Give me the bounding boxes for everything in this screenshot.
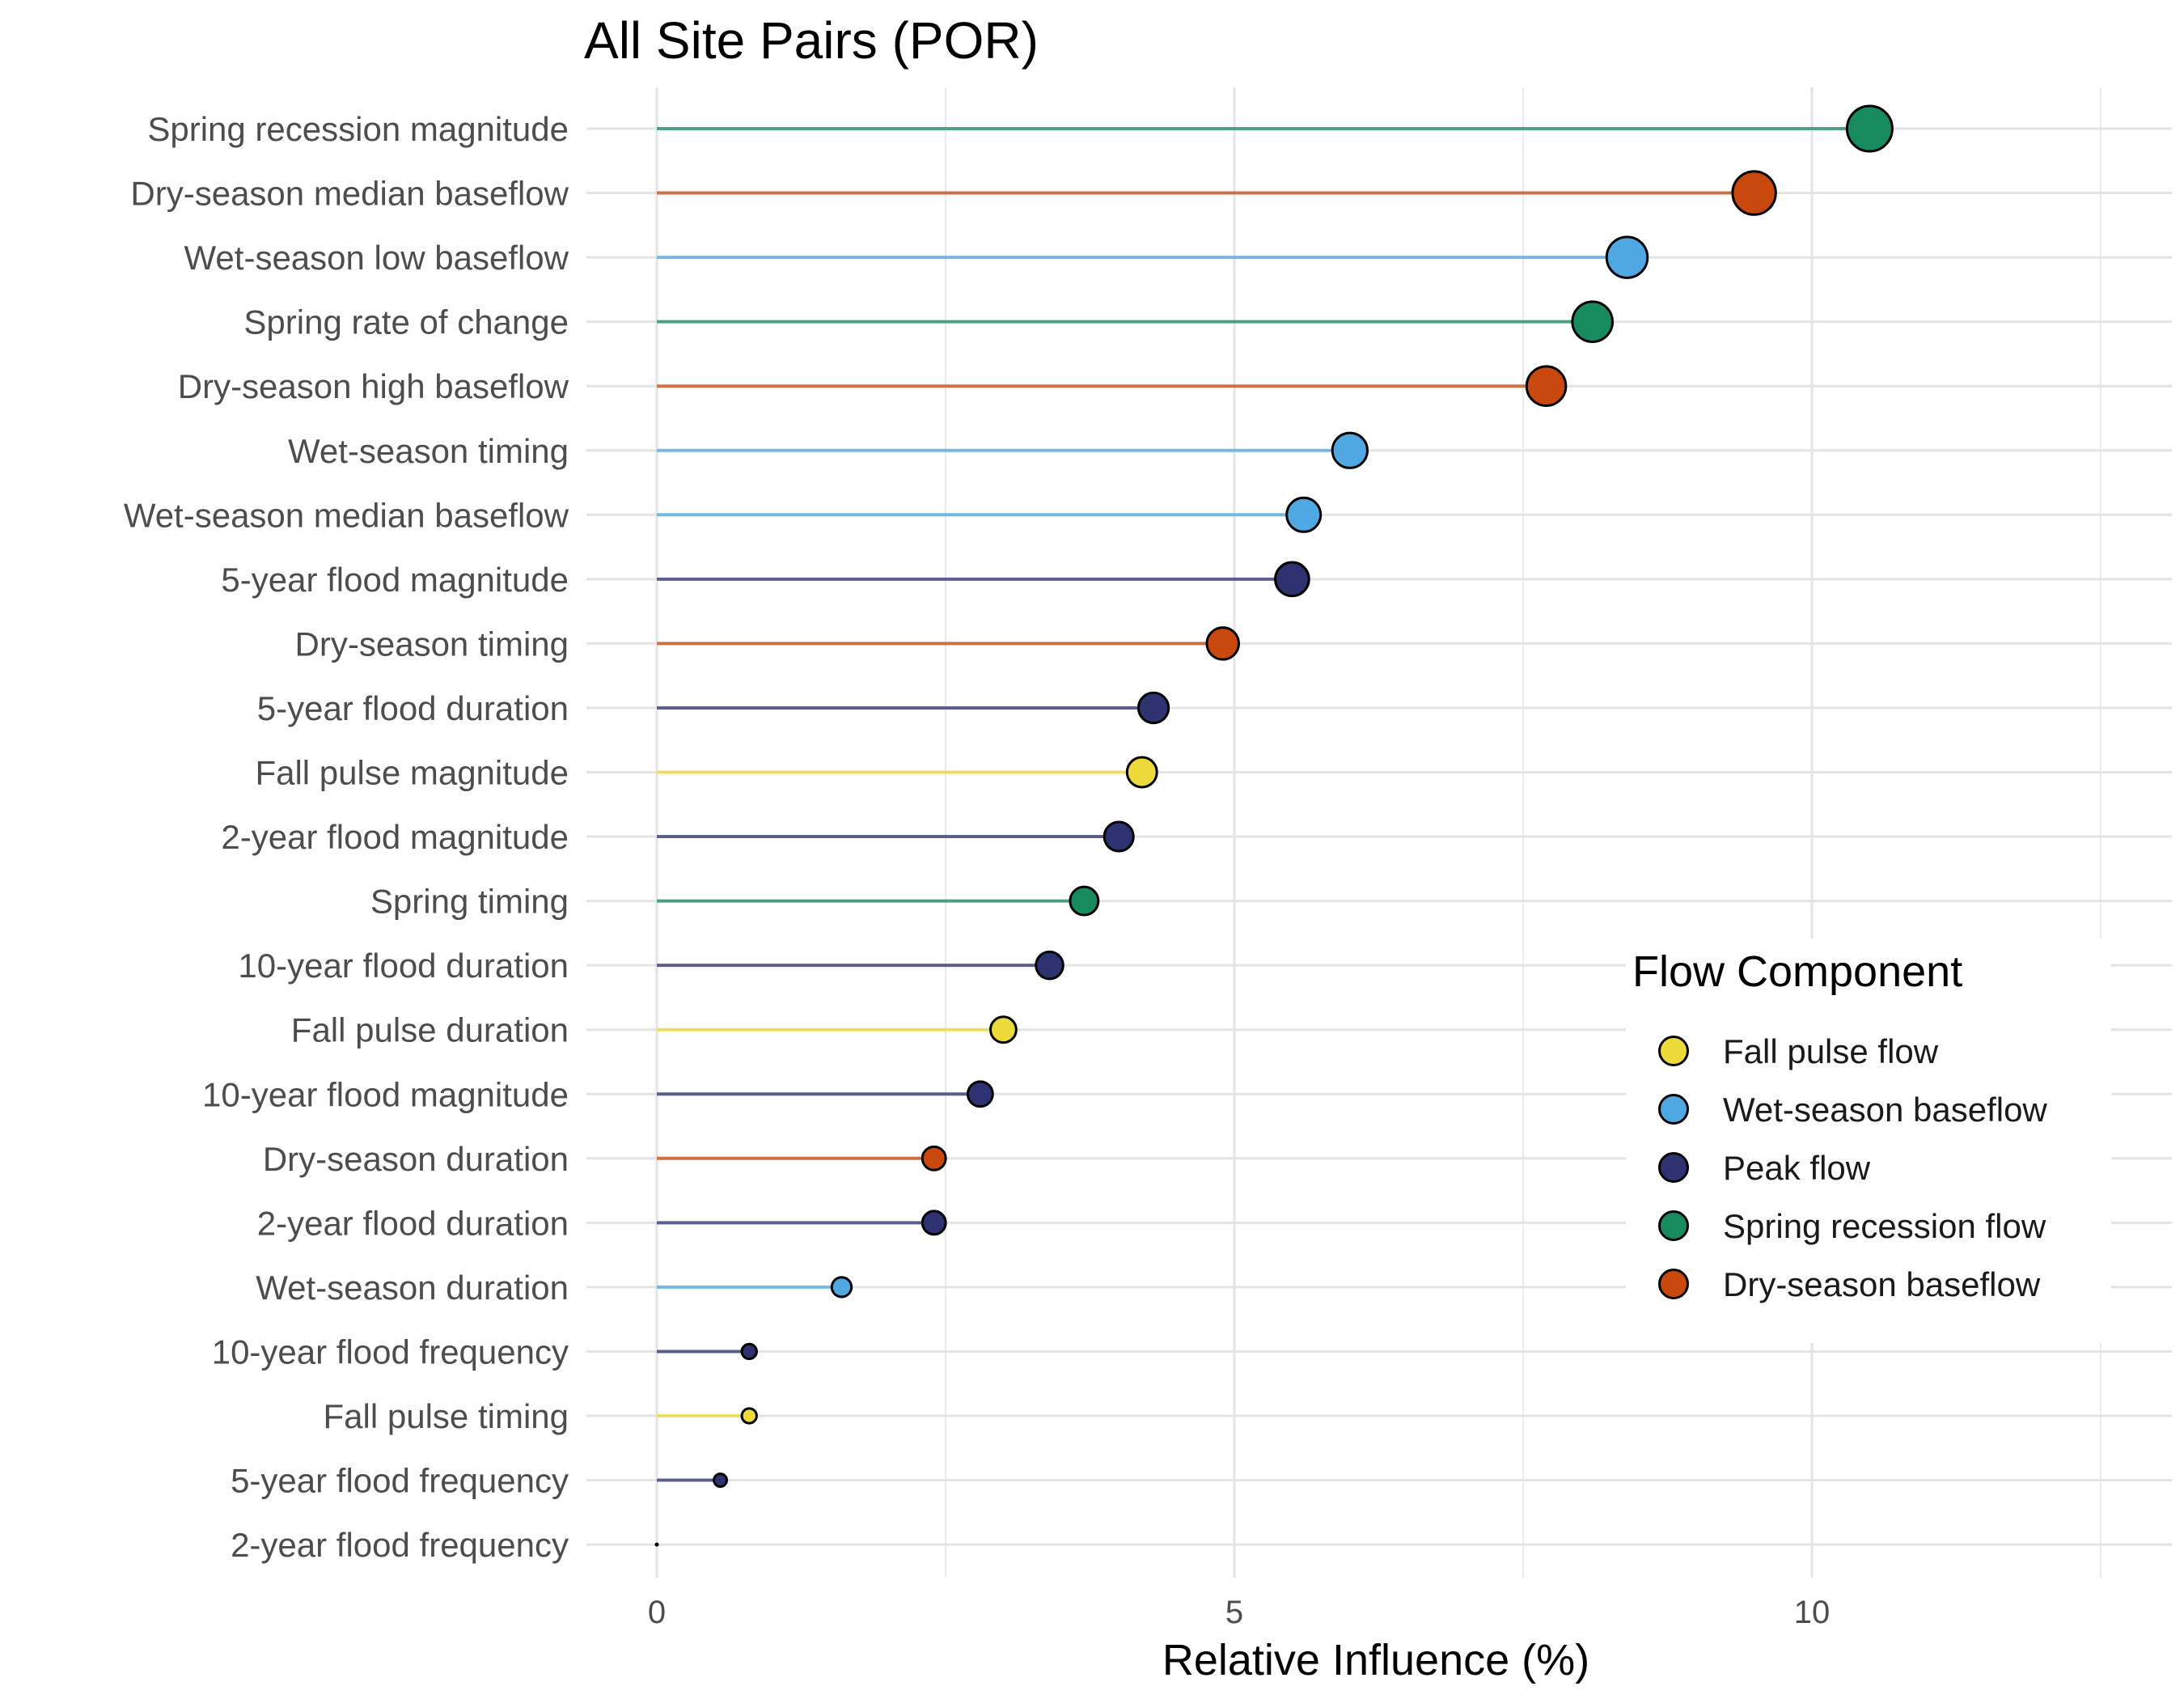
legend-item-dry-season-baseflow: Dry-season baseflow — [1642, 1262, 2111, 1311]
y-tick-label: 10-year flood duration — [238, 947, 569, 985]
legend-item-spring-recession-flow: Spring recession flow — [1642, 1204, 2111, 1252]
y-tick-label: 2-year flood magnitude — [221, 818, 569, 856]
y-tick-label: 2-year flood duration — [257, 1204, 569, 1242]
lollipop-dot — [1845, 104, 1894, 153]
y-tick-label: Fall pulse timing — [324, 1397, 569, 1435]
lollipop-dot — [830, 1276, 853, 1299]
y-tick-label: 5-year flood magnitude — [221, 561, 569, 599]
y-tick-label: Wet-season median baseflow — [124, 496, 569, 534]
lollipop-dot — [1205, 626, 1240, 661]
lollipop-dot — [1605, 235, 1649, 279]
x-tick-label: 0 — [648, 1595, 666, 1630]
lollipop-dot — [1069, 885, 1100, 917]
legend-swatch — [1658, 1094, 1689, 1125]
lollipop-dot — [1285, 496, 1323, 533]
legend-item-peak-flow: Peak flow — [1642, 1146, 2111, 1194]
y-tick-label: Wet-season low baseflow — [184, 239, 569, 277]
y-tick-label: Spring timing — [370, 883, 569, 921]
y-axis-tick-labels: Spring recession magnitude Dry-season med… — [124, 110, 569, 1564]
lollipop-dot — [1274, 561, 1310, 598]
y-tick-label: 5-year flood duration — [257, 689, 569, 727]
lollipop-dot — [1125, 756, 1158, 789]
y-tick-label: Dry-season high baseflow — [178, 367, 569, 405]
y-tick-label: Wet-season duration — [256, 1269, 569, 1307]
lollipop-dots — [654, 104, 1894, 1547]
y-tick-label: 5-year flood frequency — [231, 1462, 569, 1500]
legend-label: Wet-season baseflow — [1723, 1091, 2047, 1129]
y-tick-label: Spring rate of change — [243, 303, 569, 341]
x-tick-label: 10 — [1794, 1595, 1831, 1630]
lollipop-dot — [1525, 365, 1568, 407]
lollipop-dot — [740, 1342, 758, 1361]
legend-swatch — [1658, 1036, 1689, 1066]
lollipop-dot — [921, 1145, 947, 1172]
y-tick-label: Dry-season timing — [295, 625, 569, 663]
x-axis-tick-labels: 0510152025 — [648, 1595, 1831, 1630]
legend-item-wet-season-baseflow: Wet-season baseflow — [1642, 1087, 2111, 1136]
lollipop-dot — [1136, 691, 1170, 725]
legend-swatch — [1658, 1210, 1689, 1241]
y-tick-label: Fall pulse duration — [291, 1011, 569, 1049]
y-tick-label: 10-year flood magnitude — [202, 1075, 569, 1113]
y-tick-label: Dry-season median baseflow — [130, 175, 569, 213]
y-tick-label: Fall pulse magnitude — [255, 754, 569, 792]
x-axis-label: Relative Influence (%) — [1162, 1636, 1589, 1684]
y-tick-label: Wet-season timing — [288, 432, 569, 470]
lollipop-dot — [1331, 431, 1369, 469]
legend-item-fall-pulse-flow: Fall pulse flow — [1642, 1029, 2111, 1078]
x-tick-label: 5 — [1225, 1595, 1243, 1630]
grid-lines — [586, 87, 2172, 1578]
lollipop-dot — [740, 1407, 758, 1425]
lollipop-stems — [657, 127, 1870, 1482]
legend-label: Spring recession flow — [1723, 1207, 2046, 1245]
lollipop-dot — [989, 1015, 1018, 1044]
lollipop-dot — [1731, 170, 1777, 216]
y-tick-label: Dry-season duration — [263, 1140, 569, 1178]
lollipop-dot — [1103, 820, 1135, 853]
legend-label: Peak flow — [1723, 1149, 1871, 1187]
chart-title: All Site Pairs (POR) — [584, 11, 1039, 70]
lollipop-dot — [1571, 300, 1615, 343]
y-tick-label: 10-year flood frequency — [212, 1333, 569, 1371]
lollipop-dot — [1035, 950, 1064, 981]
lollipop-dot — [921, 1210, 947, 1236]
lollipop-dot — [713, 1472, 728, 1489]
legend-title: Flow Component — [1632, 947, 1963, 996]
legend-label: Fall pulse flow — [1723, 1032, 1939, 1070]
legend-swatch — [1658, 1269, 1689, 1299]
legend-label: Dry-season baseflow — [1723, 1265, 2041, 1303]
y-tick-label: 2-year flood frequency — [231, 1526, 569, 1564]
y-tick-label: Spring recession magnitude — [147, 110, 569, 148]
legend-swatch — [1658, 1152, 1689, 1183]
lollipop-dot — [966, 1080, 994, 1108]
lollipop-dot — [654, 1542, 659, 1547]
legend: Flow Component Fall pulse flow Wet-seaso… — [1626, 938, 2111, 1343]
